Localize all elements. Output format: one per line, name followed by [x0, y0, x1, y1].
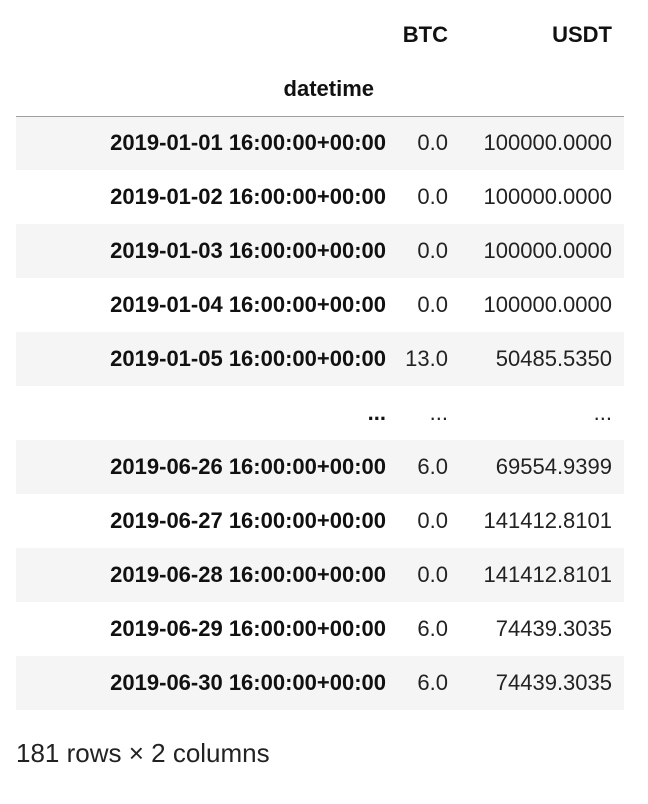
row-index-cell: 2019-06-29 16:00:00+00:00: [110, 616, 386, 641]
cell-usdt: 100000.0000: [483, 130, 612, 156]
cell-btc: ...: [429, 400, 448, 425]
table-row: 2019-06-28 16:00:00+00:00 0.0 141412.8101: [16, 548, 624, 602]
cell-btc: 0.0: [417, 184, 448, 209]
cell-btc: 0.0: [417, 130, 448, 156]
row-index-cell: 2019-06-27 16:00:00+00:00: [110, 508, 386, 533]
table-row: 2019-01-01 16:00:00+00:00 0.0 100000.0000: [16, 116, 624, 170]
cell-usdt: 100000.0000: [483, 238, 612, 263]
cell-btc: 6.0: [417, 670, 448, 695]
column-header-row: BTC USDT: [16, 8, 624, 62]
cell-usdt: 100000.0000: [483, 184, 612, 209]
cell-usdt: 74439.3035: [495, 616, 612, 641]
cell-btc: 0.0: [417, 238, 448, 263]
cell-btc: 6.0: [417, 454, 448, 479]
table-row: 2019-06-26 16:00:00+00:00 6.0 69554.9399: [16, 440, 624, 494]
dataframe-container: BTC USDT datetime 2019-01-01 16:00:00+00…: [16, 8, 624, 710]
cell-btc: 0.0: [417, 292, 448, 317]
table-row: 2019-01-05 16:00:00+00:00 13.0 50485.5350: [16, 332, 624, 386]
table-body: 2019-01-01 16:00:00+00:00 0.0 100000.0000 2…: [16, 116, 624, 710]
cell-usdt: 100000.0000: [483, 292, 612, 317]
dataframe-shape-text: 181 rows × 2 columns: [16, 738, 270, 768]
cell-usdt: 141412.8101: [483, 562, 612, 587]
cell-usdt: 74439.3035: [495, 670, 612, 695]
dataframe-table: BTC USDT datetime 2019-01-01 16:00:00+00…: [16, 8, 624, 710]
row-index-cell: 2019-01-03 16:00:00+00:00: [110, 238, 386, 263]
column-header-btc: BTC: [402, 22, 448, 47]
table-row: 2019-01-04 16:00:00+00:00 0.0 100000.0000: [16, 278, 624, 332]
cell-btc: 13.0: [405, 346, 448, 371]
table-row: 2019-01-03 16:00:00+00:00 0.0 100000.0000: [16, 224, 624, 278]
row-index-cell: 2019-01-01 16:00:00+00:00: [110, 130, 386, 156]
table-row: .........: [16, 386, 624, 440]
index-header-blank: [16, 8, 386, 62]
table-row: 2019-06-30 16:00:00+00:00 6.0 74439.3035: [16, 656, 624, 710]
index-name-blank: [386, 62, 460, 117]
row-index-cell: 2019-06-30 16:00:00+00:00: [110, 670, 386, 695]
column-header-usdt: USDT: [552, 22, 612, 47]
row-index-cell: ...: [367, 400, 386, 425]
row-index-cell: 2019-06-26 16:00:00+00:00: [110, 454, 386, 479]
row-index-cell: 2019-06-28 16:00:00+00:00: [110, 562, 386, 587]
cell-usdt: 141412.8101: [483, 508, 612, 533]
index-name-header: datetime: [16, 62, 386, 117]
cell-usdt: 50485.5350: [495, 346, 612, 371]
row-index-cell: 2019-01-05 16:00:00+00:00: [110, 346, 386, 371]
index-name-row: datetime: [16, 62, 624, 117]
table-row: 2019-01-02 16:00:00+00:00 0.0 100000.0000: [16, 170, 624, 224]
cell-btc: 0.0: [417, 508, 448, 533]
cell-btc: 0.0: [417, 562, 448, 587]
row-index-cell: 2019-01-04 16:00:00+00:00: [110, 292, 386, 317]
cell-usdt: ...: [593, 400, 612, 425]
cell-usdt: 69554.9399: [495, 454, 612, 479]
cell-btc: 6.0: [417, 616, 448, 641]
index-name-blank: [460, 62, 624, 117]
row-index-cell: 2019-01-02 16:00:00+00:00: [110, 184, 386, 209]
table-row: 2019-06-27 16:00:00+00:00 0.0 141412.8101: [16, 494, 624, 548]
table-row: 2019-06-29 16:00:00+00:00 6.0 74439.3035: [16, 602, 624, 656]
